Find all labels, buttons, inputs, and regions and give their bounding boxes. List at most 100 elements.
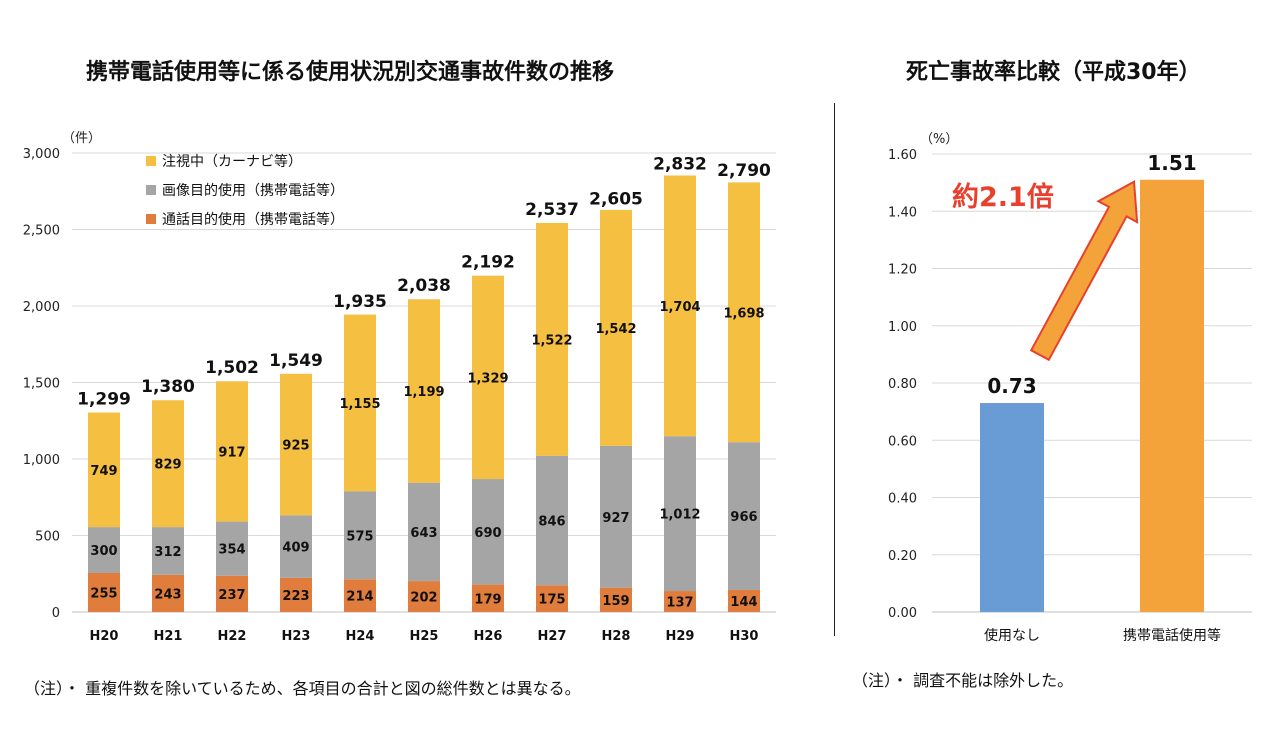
legend-label: 通話目的使用（携帯電話等） bbox=[162, 211, 344, 228]
y-tick-label: 1.60 bbox=[888, 148, 917, 163]
increase-arrow bbox=[1029, 180, 1139, 362]
bar-segment bbox=[408, 482, 440, 582]
bar-segment bbox=[728, 182, 760, 443]
segment-value-label: 354 bbox=[218, 543, 245, 558]
bar-segment bbox=[472, 479, 504, 585]
bar-segment bbox=[216, 575, 248, 612]
rate-bar bbox=[980, 403, 1044, 612]
y-tick-label: 0.00 bbox=[888, 606, 917, 621]
rate-bar bbox=[1140, 179, 1204, 612]
chart-divider bbox=[834, 103, 835, 636]
bar-segment bbox=[344, 491, 376, 580]
segment-value-label: 255 bbox=[90, 586, 117, 601]
y-tick-label: 0.20 bbox=[888, 549, 917, 564]
segment-value-label: 1,542 bbox=[595, 322, 636, 337]
segment-value-label: 1,199 bbox=[403, 385, 444, 400]
rate-value-label: 0.73 bbox=[987, 374, 1036, 398]
segment-value-label: 137 bbox=[666, 596, 693, 611]
rate-value-label: 1.51 bbox=[1147, 151, 1196, 175]
total-value-label: 2,192 bbox=[461, 253, 515, 273]
segment-value-label: 690 bbox=[474, 526, 501, 541]
total-value-label: 1,380 bbox=[141, 377, 195, 397]
x-tick-label: 携帯電話使用等 bbox=[1123, 627, 1221, 644]
segment-value-label: 237 bbox=[218, 588, 245, 603]
segment-value-label: 1,329 bbox=[467, 371, 508, 386]
y-tick-label: 0.40 bbox=[888, 492, 917, 507]
left-chart-title: 携帯電話使用等に係る使用状況別交通事故件数の推移 bbox=[86, 60, 615, 85]
legend-swatch bbox=[146, 156, 156, 166]
y-tick-label: 1,000 bbox=[23, 453, 60, 468]
bar-segment bbox=[664, 436, 696, 592]
x-tick-label: H25 bbox=[410, 629, 439, 644]
bar-segment bbox=[536, 222, 568, 456]
bar-segment bbox=[472, 275, 504, 480]
y-axis-unit: （%） bbox=[920, 132, 958, 147]
bar-segment bbox=[600, 587, 632, 612]
x-tick-label: H21 bbox=[154, 629, 183, 644]
bar-segment bbox=[152, 400, 184, 528]
total-value-label: 1,935 bbox=[333, 292, 387, 312]
total-value-label: 1,502 bbox=[205, 358, 259, 378]
segment-value-label: 214 bbox=[346, 590, 373, 605]
bar-segment bbox=[536, 585, 568, 612]
bar-segment bbox=[664, 591, 696, 612]
bar-segment bbox=[216, 521, 248, 576]
segment-value-label: 966 bbox=[730, 510, 757, 525]
segment-value-label: 1,704 bbox=[659, 300, 700, 315]
x-tick-label: H30 bbox=[730, 629, 759, 644]
segment-value-label: 312 bbox=[154, 545, 181, 560]
bar-segment bbox=[536, 455, 568, 586]
bar-segment bbox=[472, 584, 504, 612]
segment-value-label: 144 bbox=[730, 595, 757, 610]
ratio-annotation: 約2.1倍 bbox=[952, 181, 1054, 213]
total-value-label: 2,605 bbox=[589, 189, 643, 209]
x-tick-label: H27 bbox=[538, 629, 567, 644]
x-tick-label: H28 bbox=[602, 629, 631, 644]
segment-value-label: 300 bbox=[90, 544, 117, 559]
bar-segment bbox=[216, 381, 248, 522]
y-tick-label: 2,500 bbox=[23, 224, 60, 239]
segment-value-label: 1,155 bbox=[339, 397, 380, 412]
y-tick-label: 500 bbox=[35, 530, 60, 545]
bar-segment bbox=[408, 299, 440, 483]
legend-swatch bbox=[146, 185, 156, 195]
x-tick-label: H20 bbox=[90, 629, 119, 644]
total-value-label: 1,549 bbox=[269, 351, 323, 371]
segment-value-label: 917 bbox=[218, 445, 245, 460]
bar-segment bbox=[728, 442, 760, 590]
segment-value-label: 202 bbox=[410, 591, 437, 606]
x-tick-label: 使用なし bbox=[984, 627, 1040, 644]
y-tick-label: 0.80 bbox=[888, 377, 917, 392]
segment-value-label: 159 bbox=[602, 594, 629, 609]
total-value-label: 2,537 bbox=[525, 200, 579, 220]
y-tick-label: 0.60 bbox=[888, 434, 917, 449]
segment-value-label: 749 bbox=[90, 464, 117, 479]
bar-segment bbox=[280, 373, 312, 516]
segment-value-label: 175 bbox=[538, 593, 565, 608]
x-tick-label: H26 bbox=[474, 629, 503, 644]
right-chart-title: 死亡事故率比較（平成30年） bbox=[906, 60, 1201, 85]
bar-segment bbox=[88, 527, 120, 573]
segment-value-label: 409 bbox=[282, 541, 309, 556]
y-tick-label: 1.00 bbox=[888, 320, 917, 335]
bar-segment bbox=[600, 209, 632, 446]
x-tick-label: H23 bbox=[282, 629, 311, 644]
segment-value-label: 829 bbox=[154, 458, 181, 473]
y-tick-label: 1,500 bbox=[23, 377, 60, 392]
segment-value-label: 223 bbox=[282, 589, 309, 604]
bar-segment bbox=[88, 572, 120, 612]
segment-value-label: 925 bbox=[282, 439, 309, 454]
bar-segment bbox=[344, 314, 376, 492]
y-axis-unit: （件） bbox=[62, 131, 101, 146]
x-tick-label: H22 bbox=[218, 629, 247, 644]
y-tick-label: 0 bbox=[52, 606, 60, 621]
segment-value-label: 1,522 bbox=[531, 333, 572, 348]
left-footnote: （注）・ 重複件数を除いているため、各項目の合計と図の総件数とは異なる。 bbox=[24, 679, 581, 698]
segment-value-label: 179 bbox=[474, 592, 501, 607]
right-footnote: （注）・ 調査不能は除外した。 bbox=[852, 671, 1074, 690]
bar-segment bbox=[152, 574, 184, 612]
bar-segment bbox=[600, 445, 632, 588]
bar-segment bbox=[408, 581, 440, 612]
y-tick-label: 1.40 bbox=[888, 205, 917, 220]
